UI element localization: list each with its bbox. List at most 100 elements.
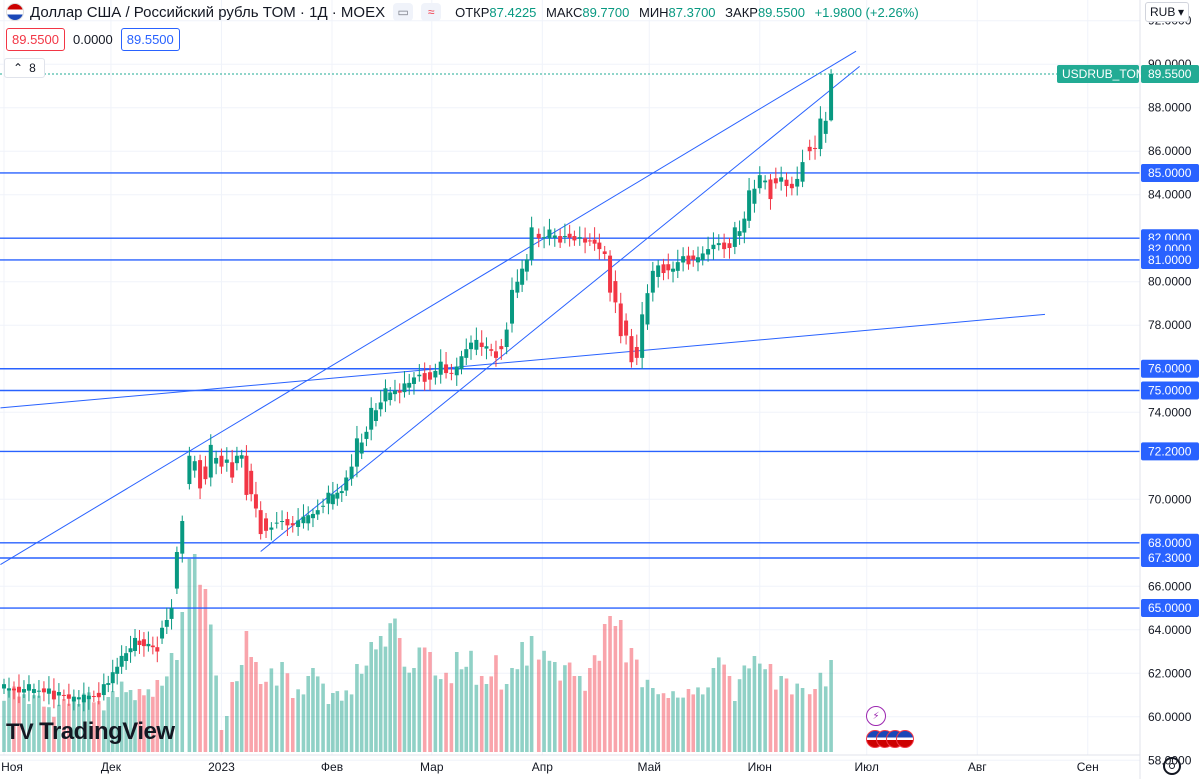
volume-bar: [661, 693, 666, 752]
candle-body: [438, 361, 443, 375]
candle-body: [773, 178, 778, 184]
time-axis-label: Апр: [532, 760, 554, 774]
volume-bar: [165, 676, 169, 752]
candle-body: [187, 455, 192, 485]
volume-bar: [146, 689, 151, 752]
price-tick-label: 86.0000: [1148, 144, 1192, 158]
volume-bar: [829, 660, 833, 752]
candle-body: [444, 364, 449, 374]
symbol-title[interactable]: Доллар США / Российский рубль TOM · 1Д ·…: [30, 3, 386, 21]
volume-bar: [438, 679, 443, 752]
volume-bar: [613, 626, 618, 752]
candle-body: [732, 227, 737, 247]
level-tag: [1141, 359, 1199, 378]
volume-bar: [82, 693, 86, 752]
volume-bar: [296, 689, 300, 752]
candle-body: [567, 233, 572, 238]
candle-body: [829, 73, 834, 121]
candle-body: [296, 520, 301, 527]
volume-bar: [12, 686, 16, 752]
price-tick-label: 70.0000: [1148, 492, 1192, 506]
candle-body: [587, 240, 592, 242]
candle-body: [150, 645, 155, 648]
candle-body: [119, 655, 124, 667]
candle-body: [76, 697, 81, 700]
price-tick-label: 78.0000: [1148, 318, 1192, 332]
level-tag-label: 76.0000: [1148, 362, 1192, 376]
volume-bar: [402, 666, 407, 752]
volume-bar: [239, 665, 244, 752]
candle-body: [61, 694, 66, 696]
buy-price-button[interactable]: 89.5500: [120, 28, 180, 51]
currency-selector[interactable]: RUB ▾: [1145, 2, 1189, 22]
volume-bar: [32, 695, 36, 752]
volume-bar: [588, 668, 592, 752]
volume-bar: [92, 702, 96, 752]
volume-bar: [133, 700, 137, 752]
volume-bar: [624, 662, 628, 752]
volume-bar: [813, 689, 817, 752]
candle-body: [784, 179, 789, 187]
candle-body: [91, 696, 96, 698]
volume-bar: [151, 696, 155, 752]
candle-body: [768, 179, 773, 200]
candle-body: [763, 180, 768, 183]
volume-bar: [795, 683, 800, 752]
candle-body: [504, 329, 509, 347]
volume-bar: [364, 665, 369, 752]
volume-bar: [208, 624, 213, 752]
wave-icon[interactable]: ≈: [421, 3, 442, 21]
candle-body: [422, 373, 427, 382]
candle-body: [474, 339, 479, 350]
time-axis-label: Июн: [748, 760, 772, 774]
candle-body: [552, 235, 557, 238]
flag-icon: [6, 3, 24, 21]
volume-bar: [344, 690, 349, 752]
candle-body: [479, 342, 484, 347]
volume-bar: [464, 666, 469, 752]
price-tick-label: 84.0000: [1148, 188, 1192, 202]
chevron-down-icon: ▾: [1177, 5, 1184, 19]
time-axis-label: Мар: [420, 760, 444, 774]
candle-body: [280, 521, 285, 523]
trendlines: [0, 50, 1046, 565]
volume-bar: [62, 699, 66, 752]
level-tag: [1141, 533, 1199, 552]
us-flag-event-icon[interactable]: [896, 730, 914, 748]
volume-bar: [326, 704, 331, 752]
candle-body: [369, 407, 374, 430]
visibility-toggle-icon[interactable]: ▭: [393, 3, 414, 21]
candle-body: [493, 351, 498, 358]
volume-bar: [249, 657, 253, 752]
volume-bar: [417, 647, 422, 752]
level-tag: [1141, 163, 1199, 182]
volume-bar: [214, 675, 218, 752]
indicators-toggle[interactable]: ⌃ 8: [4, 58, 45, 78]
volume-bar: [686, 689, 691, 752]
volume-bar: [618, 620, 623, 752]
volume-bar: [779, 676, 783, 752]
candle-body: [86, 695, 91, 700]
volume-bar: [349, 694, 354, 752]
volume-bar: [592, 655, 597, 752]
volume-bar: [675, 697, 680, 752]
volume-bar: [818, 672, 823, 752]
candle-body: [392, 390, 397, 395]
candle-body: [402, 383, 407, 393]
settings-gear-icon[interactable]: [1163, 757, 1181, 775]
candle-body: [640, 314, 645, 358]
volume-bar: [7, 688, 11, 752]
volume-bar: [479, 676, 484, 752]
volume-bar: [397, 638, 402, 752]
candle-body: [344, 477, 349, 491]
level-tag-label: 85.0000: [1148, 166, 1192, 180]
ohlc-change-value: +1.9800 (+2.26%): [814, 4, 919, 20]
candle-body: [388, 392, 393, 401]
volume-bar: [489, 676, 494, 752]
candle-body: [524, 259, 529, 272]
sell-price-button[interactable]: 89.5500: [6, 28, 65, 51]
candle-body: [106, 683, 111, 685]
volume-bar: [77, 704, 81, 752]
flash-event-icon[interactable]: ⚡: [866, 706, 886, 726]
